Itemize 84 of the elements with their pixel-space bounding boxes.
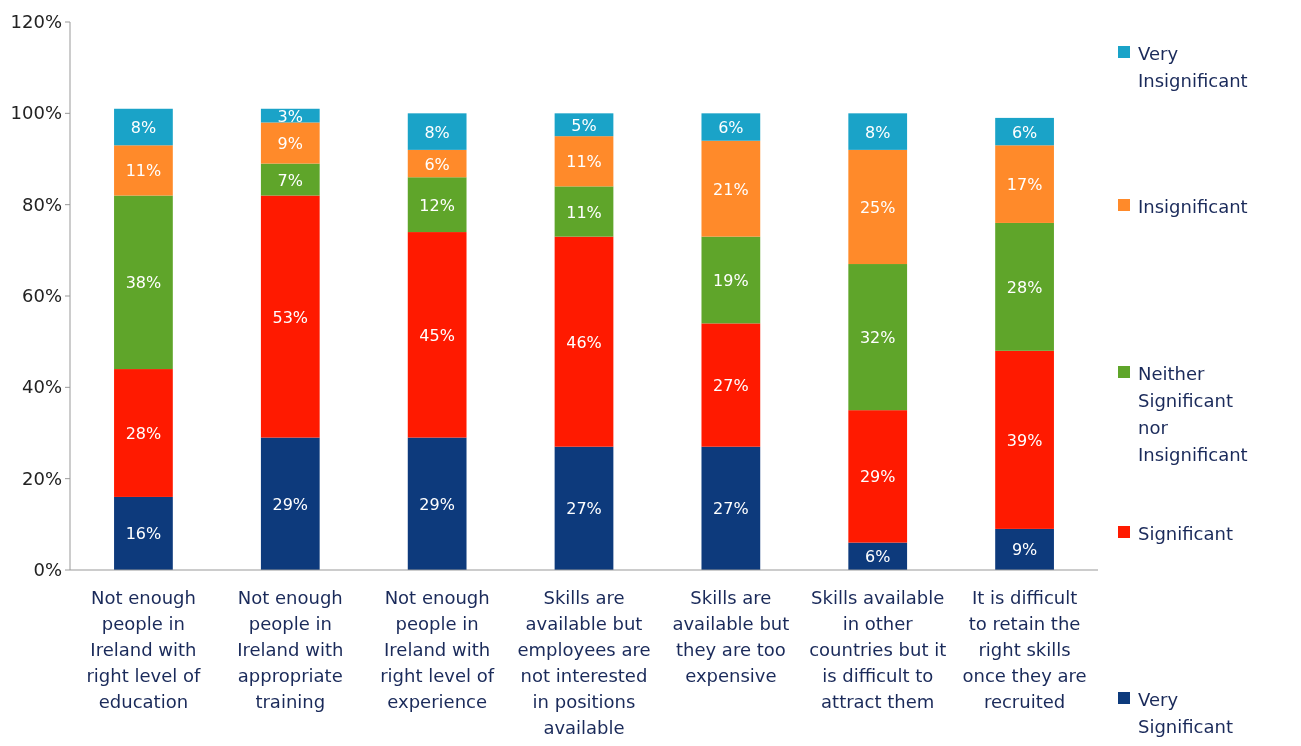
data-label: 29% <box>272 494 309 514</box>
data-label: 8% <box>424 122 450 142</box>
data-label: 8% <box>865 122 891 142</box>
bar <box>995 350 1054 529</box>
data-label: 27% <box>566 499 602 519</box>
bar <box>407 232 467 438</box>
data-label: 7% <box>277 170 303 190</box>
bar <box>554 186 614 237</box>
bar <box>995 222 1054 351</box>
y-tick-label: 60% <box>21 285 62 306</box>
data-label: 8% <box>130 118 157 138</box>
bar <box>995 528 1054 570</box>
bar <box>554 446 614 570</box>
data-label: 53% <box>272 307 309 327</box>
bar <box>701 236 761 324</box>
bar <box>114 369 173 497</box>
x-tick-label: Skills available in other countries but it is difficult to attract them <box>809 587 947 712</box>
bar <box>260 163 320 196</box>
data-label: 5% <box>571 115 597 135</box>
y-tick-label: 120% <box>10 11 62 32</box>
data-label: 11% <box>566 202 602 222</box>
data-label: 11% <box>125 161 162 181</box>
y-tick-label: 0% <box>33 559 62 580</box>
bar <box>848 113 908 150</box>
data-label: 21% <box>713 179 749 199</box>
data-label: 46% <box>566 332 602 352</box>
data-label: 6% <box>718 118 744 138</box>
bar <box>260 122 320 164</box>
bar <box>701 113 761 141</box>
legend-label: Very Insignificant <box>1138 43 1248 91</box>
x-tick-label: Skills are available but they are too expensive <box>672 587 790 686</box>
data-label: 28% <box>1006 277 1043 297</box>
data-label: 27% <box>713 376 749 396</box>
data-label: 27% <box>713 499 749 519</box>
bar <box>407 437 467 570</box>
data-label: 28% <box>125 424 162 443</box>
bar <box>407 113 467 150</box>
x-tick-label: Not enough people in Ireland with right level of education <box>86 587 202 712</box>
bar <box>114 496 173 570</box>
data-label: 16% <box>125 524 162 544</box>
bar <box>848 264 908 411</box>
data-label: 11% <box>566 152 602 172</box>
bar <box>848 410 908 543</box>
bar <box>114 145 173 196</box>
bar <box>701 323 761 447</box>
data-label: 6% <box>865 547 891 567</box>
x-tick-label: Skills are available but employees are not interested in positions available <box>517 587 651 738</box>
bar <box>995 145 1054 223</box>
legend-label: Neither Significant nor Insignificant <box>1138 363 1248 465</box>
legend-label: Significant <box>1138 523 1233 544</box>
data-label: 6% <box>1011 122 1038 142</box>
y-tick-label: 20% <box>21 467 62 489</box>
legend-label: Insignificant <box>1138 196 1248 217</box>
y-tick-label: 40% <box>21 376 62 398</box>
bar <box>407 177 467 233</box>
bar <box>554 136 614 187</box>
data-label: 17% <box>1006 175 1043 195</box>
bar <box>114 108 173 146</box>
data-label: 32% <box>859 328 896 348</box>
data-label: 12% <box>419 195 455 215</box>
data-label: 9% <box>277 134 303 154</box>
bar <box>260 195 320 438</box>
y-tick-label: 100% <box>10 102 62 124</box>
legend-label: Very Significant <box>1138 689 1233 737</box>
data-label: 29% <box>859 467 896 487</box>
data-label: 29% <box>419 494 455 514</box>
data-label: 38% <box>125 273 162 293</box>
data-label: 6% <box>424 154 450 174</box>
data-label: 9% <box>1011 540 1038 560</box>
x-tick-label: It is difficult to retain the right skills once they are recruited <box>962 587 1087 712</box>
x-tick-label: Not enough people in Ireland with right level of experience <box>380 587 495 712</box>
data-label: 39% <box>1006 430 1043 450</box>
x-tick-label: Not enough people in Ireland with appropriate training <box>237 587 344 712</box>
data-label: 45% <box>419 325 455 345</box>
y-tick-label: 80% <box>21 193 62 215</box>
bar <box>701 446 761 570</box>
bar <box>554 236 614 447</box>
data-label: 25% <box>859 197 896 217</box>
bar <box>260 437 320 570</box>
bar <box>848 149 908 265</box>
data-label: 19% <box>713 271 749 291</box>
data-label: 3% <box>277 106 303 126</box>
bar <box>114 195 173 370</box>
bar <box>701 140 761 237</box>
